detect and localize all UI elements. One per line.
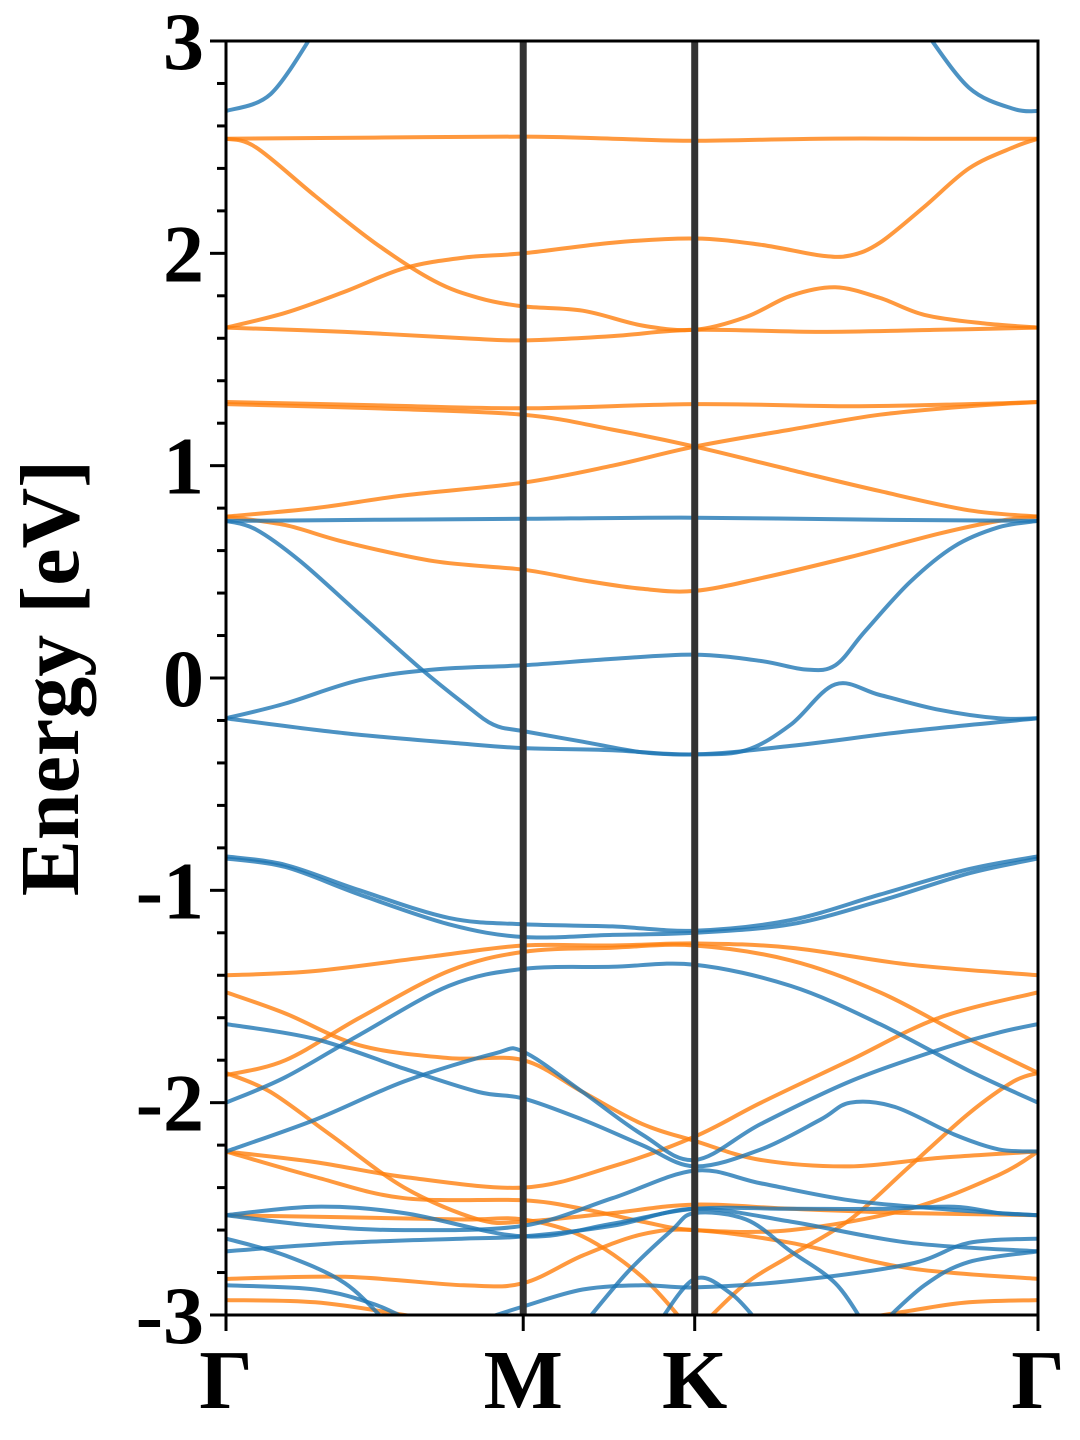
plot-frame xyxy=(224,39,1040,1317)
band-line-orange-4 xyxy=(226,136,1038,330)
band-line-blue-30 xyxy=(226,1168,1038,1233)
band-line-blue-12 xyxy=(226,518,1038,721)
band-line-orange-20 xyxy=(226,1070,1038,1226)
band-line-orange-2 xyxy=(226,134,1038,143)
band-line-blue-28 xyxy=(226,961,1038,1105)
y-tick-label: 3 xyxy=(163,0,204,87)
band-line-orange-23 xyxy=(709,1070,1038,1315)
band-line-blue-10 xyxy=(226,515,1038,523)
y-tick-label: -1 xyxy=(136,845,204,936)
band-line-blue-1 xyxy=(929,41,1038,114)
y-tick-label: -2 xyxy=(136,1058,204,1149)
kpoint-dividers xyxy=(519,41,699,1315)
band-line-blue-0 xyxy=(226,41,311,114)
band-line-blue-32 xyxy=(226,1236,383,1315)
y-tick-label: 0 xyxy=(163,633,204,724)
band-line-blue-38 xyxy=(888,1249,1038,1315)
band-line-blue-11 xyxy=(226,518,1038,757)
y-axis-label: Energy [eV] xyxy=(4,460,97,896)
band-line-orange-17 xyxy=(226,942,1038,1078)
y-tick-label: 1 xyxy=(163,421,204,512)
band-line-blue-36 xyxy=(588,1210,861,1315)
y-axis-ticks: 3 2 1 0 -1 -2 -3 xyxy=(136,0,226,1361)
band-line-orange-7 xyxy=(226,402,1038,519)
band-lines xyxy=(226,41,1038,1315)
band-line-orange-21 xyxy=(226,1149,1038,1235)
x-tick-label-1: M xyxy=(484,1334,563,1427)
band-line-blue-33 xyxy=(226,1206,1038,1254)
band-line-orange-9 xyxy=(226,514,1038,594)
band-line-orange-22 xyxy=(226,1213,681,1315)
band-line-orange-18 xyxy=(226,990,1038,1169)
band-line-blue-34 xyxy=(226,1283,404,1315)
band-line-orange-25 xyxy=(226,1298,417,1315)
band-line-orange-16 xyxy=(226,941,1038,978)
band-line-orange-5 xyxy=(226,325,1038,343)
band-line-orange-3 xyxy=(226,136,1038,333)
band-line-orange-24 xyxy=(226,1227,1038,1289)
y-tick-label: 2 xyxy=(163,208,204,299)
x-tick-label-0: Γ xyxy=(199,1334,252,1427)
band-line-orange-8 xyxy=(226,400,1038,519)
band-line-blue-13 xyxy=(226,716,1038,757)
x-tick-label-2: K xyxy=(662,1334,727,1427)
band-line-blue-37 xyxy=(661,1275,755,1315)
band-line-blue-14 xyxy=(226,854,1038,933)
band-line-blue-27 xyxy=(226,1022,1038,1169)
band-line-blue-35 xyxy=(489,1236,1038,1315)
x-tick-label-3: Γ xyxy=(1011,1334,1064,1427)
band-line-blue-29 xyxy=(226,1022,1038,1163)
y-tick-label: -3 xyxy=(136,1270,204,1361)
band-line-blue-15 xyxy=(226,856,1038,940)
band-line-orange-6 xyxy=(226,400,1038,411)
band-line-orange-26 xyxy=(871,1298,1038,1315)
